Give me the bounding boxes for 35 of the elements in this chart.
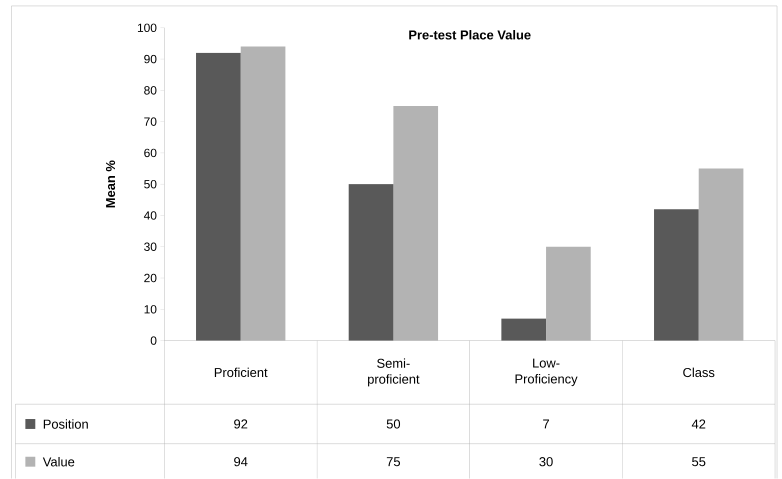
y-tick-label: 30: [144, 242, 156, 252]
bar: [393, 106, 438, 341]
x-tick-label: Class: [683, 368, 714, 378]
legend-label: Value: [42, 457, 74, 467]
y-tick-label: 50: [144, 180, 156, 189]
legend-label: Position: [44, 419, 88, 429]
y-axis-title: Mean %: [106, 160, 116, 208]
y-tick-label: 0: [150, 336, 156, 345]
chart-title: Pre-test Place Value: [409, 30, 531, 40]
data-label: 75: [386, 457, 400, 466]
y-tick-label: 70: [144, 118, 156, 126]
bar: [698, 168, 744, 341]
data-label: 7: [543, 420, 549, 429]
data-label: 42: [692, 420, 706, 429]
data-label: 50: [386, 420, 400, 429]
bar: [501, 318, 546, 341]
data-label: 30: [539, 457, 553, 466]
y-tick-label: 20: [144, 274, 156, 282]
y-tick-label: 10: [144, 305, 156, 314]
bar: [654, 209, 699, 341]
x-tick-label: Low-Proficiency: [516, 358, 578, 386]
data-label: 55: [692, 457, 706, 466]
y-tick-label: 60: [144, 148, 156, 158]
y-tick-label: 100: [138, 24, 156, 32]
bar: [546, 246, 591, 341]
data-label: 92: [234, 420, 248, 429]
bar: [196, 53, 241, 341]
bar: [240, 46, 286, 341]
y-tick-label: 40: [144, 211, 156, 220]
y-tick-label: 90: [144, 55, 156, 64]
x-tick-label: Semi-proficient: [368, 358, 420, 387]
y-tick-label: 80: [144, 86, 156, 95]
data-label: 94: [234, 457, 248, 466]
bar: [348, 184, 394, 341]
x-tick-label: Proficient: [214, 368, 268, 378]
